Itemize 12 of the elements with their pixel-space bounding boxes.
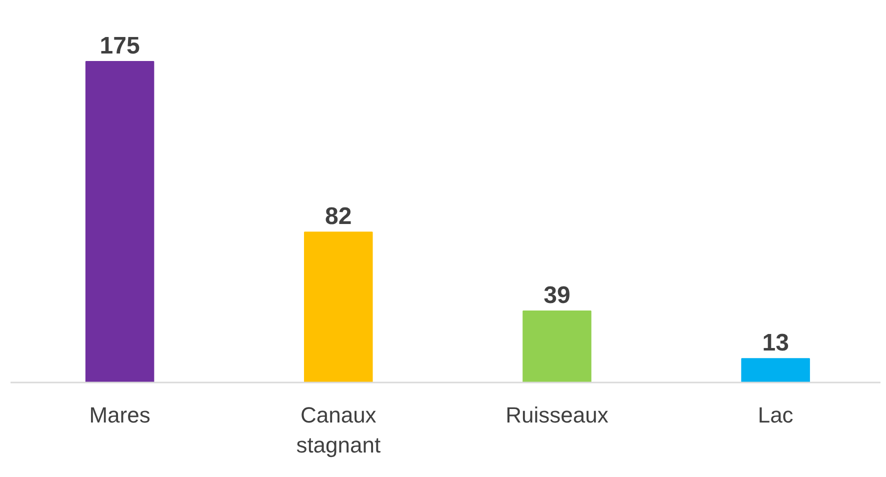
x-tick-label: Mares: [89, 402, 150, 428]
data-label: 82: [325, 203, 352, 230]
bar: [522, 310, 592, 382]
x-tick-label: Lac: [758, 402, 794, 428]
bar: [304, 232, 373, 382]
bar: [741, 358, 810, 382]
x-tick-label: Canaux stagnant: [296, 402, 381, 458]
data-label: 175: [100, 32, 140, 60]
data-label: 13: [762, 330, 789, 357]
x-tick-label: Ruisseaux: [506, 402, 608, 428]
data-label: 39: [544, 282, 570, 309]
bar: [85, 60, 154, 382]
